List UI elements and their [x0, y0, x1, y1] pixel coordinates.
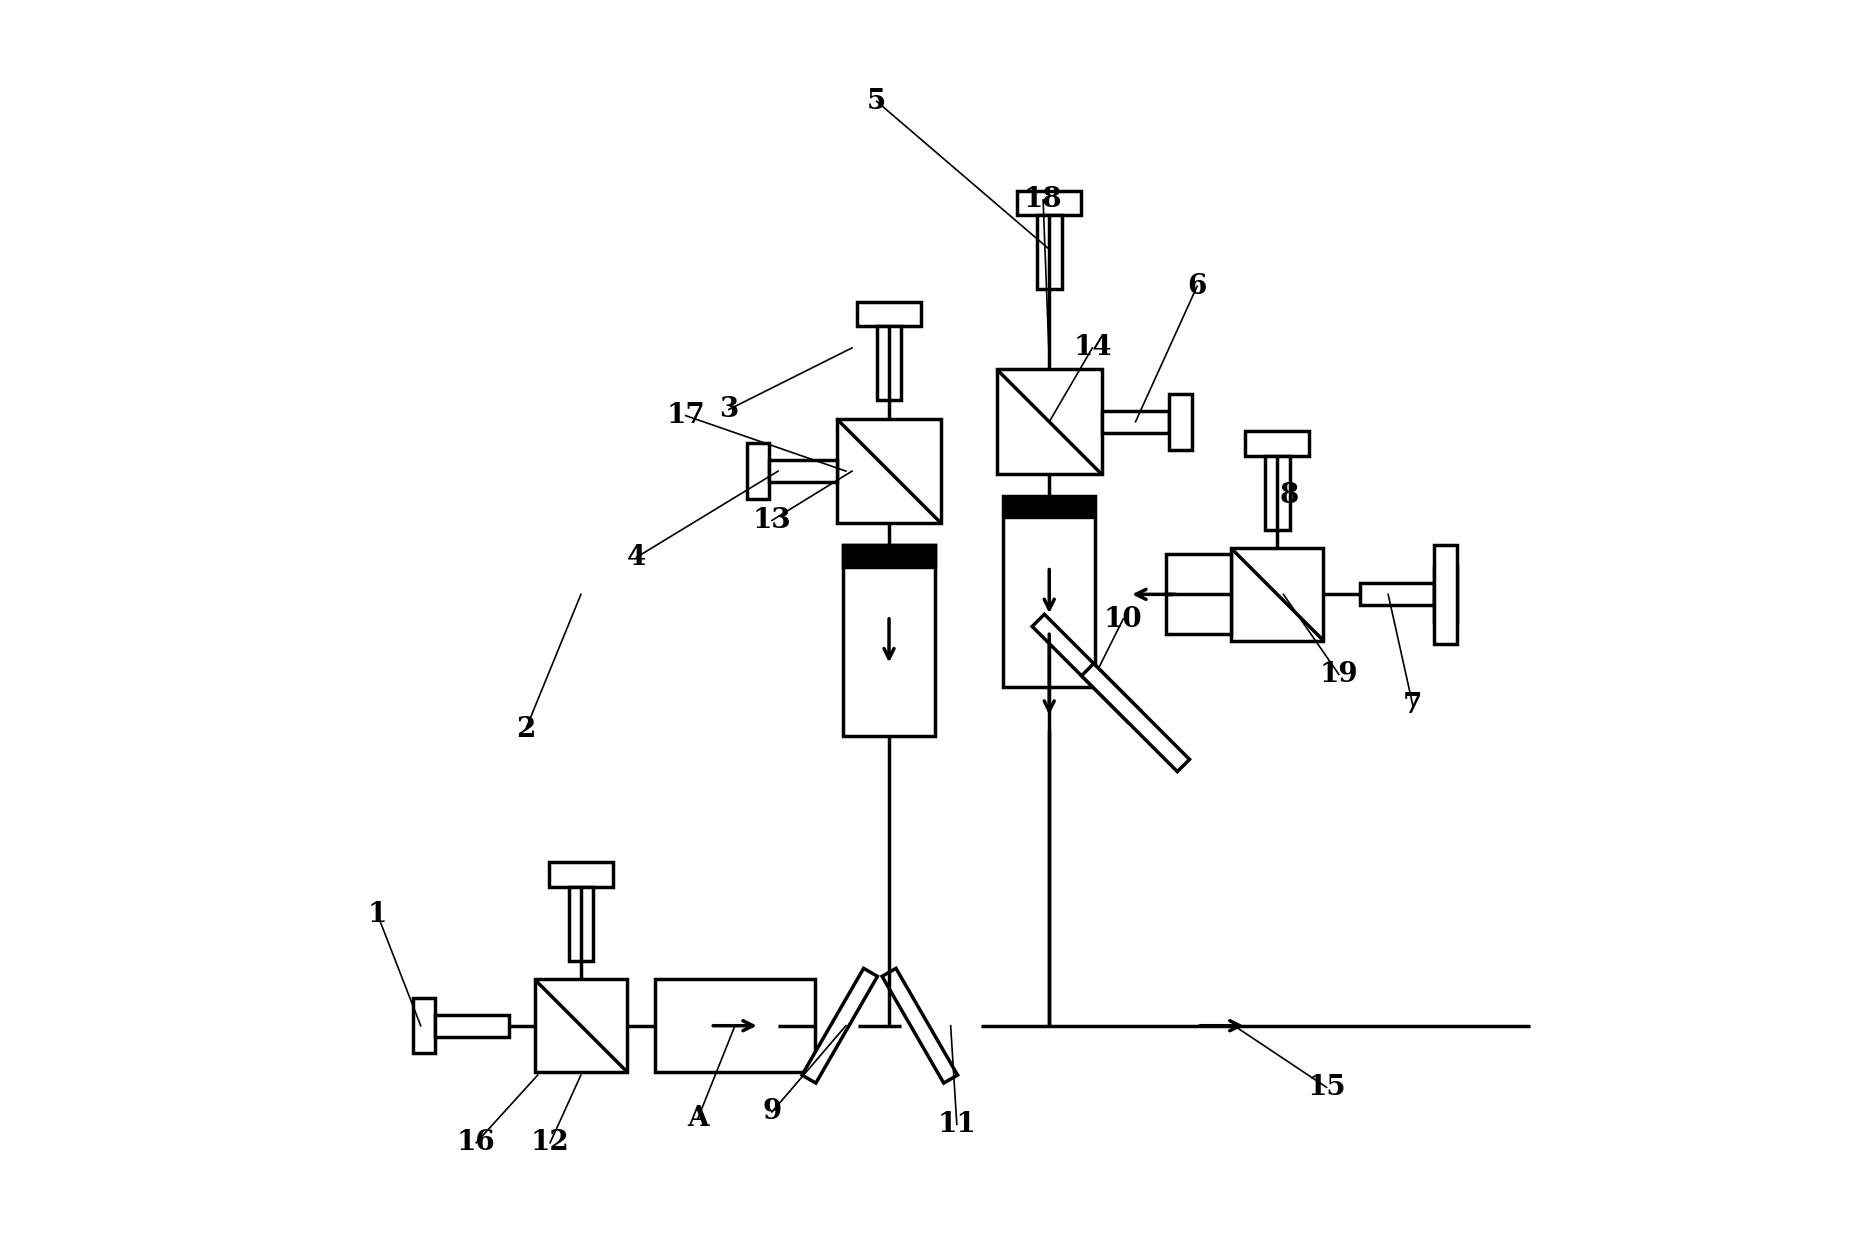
- Bar: [837, 418, 941, 524]
- Text: 17: 17: [667, 402, 706, 430]
- Bar: [843, 545, 935, 567]
- Bar: [876, 327, 902, 400]
- Polygon shape: [802, 968, 878, 1083]
- Text: 12: 12: [532, 1129, 569, 1156]
- Bar: [435, 1015, 509, 1036]
- Bar: [1004, 495, 1096, 517]
- Text: 13: 13: [752, 506, 791, 534]
- Text: 16: 16: [457, 1129, 496, 1156]
- Bar: [843, 545, 935, 567]
- Bar: [1167, 555, 1232, 634]
- Bar: [1017, 191, 1082, 215]
- Bar: [1232, 548, 1324, 640]
- Bar: [1361, 583, 1435, 605]
- Text: 5: 5: [867, 88, 887, 115]
- Bar: [1435, 545, 1456, 644]
- Polygon shape: [1032, 614, 1141, 722]
- Bar: [769, 461, 837, 482]
- Bar: [1037, 215, 1061, 290]
- Bar: [1004, 495, 1096, 687]
- Bar: [535, 979, 628, 1072]
- Bar: [656, 979, 815, 1072]
- Text: 1: 1: [369, 901, 387, 928]
- Bar: [413, 998, 435, 1054]
- Text: 19: 19: [1320, 661, 1358, 688]
- Text: 3: 3: [719, 396, 739, 423]
- Bar: [996, 369, 1102, 474]
- Text: A: A: [687, 1104, 709, 1132]
- Bar: [569, 888, 593, 961]
- Bar: [1102, 411, 1169, 433]
- Polygon shape: [1082, 664, 1189, 771]
- Text: 15: 15: [1308, 1073, 1346, 1101]
- Bar: [843, 545, 935, 737]
- Bar: [1265, 456, 1289, 530]
- Text: 8: 8: [1280, 483, 1300, 509]
- Bar: [548, 863, 613, 888]
- Bar: [1169, 394, 1191, 449]
- Text: 7: 7: [1404, 692, 1422, 719]
- Text: 18: 18: [1024, 187, 1063, 213]
- Text: 11: 11: [937, 1110, 976, 1138]
- Bar: [746, 443, 769, 499]
- Text: 9: 9: [763, 1098, 782, 1125]
- Bar: [1435, 567, 1456, 621]
- Text: 14: 14: [1072, 334, 1111, 361]
- Text: 4: 4: [626, 543, 646, 571]
- Polygon shape: [882, 968, 957, 1083]
- Text: 6: 6: [1187, 272, 1208, 300]
- Text: 10: 10: [1104, 605, 1143, 633]
- Text: 2: 2: [515, 717, 535, 744]
- Bar: [1245, 431, 1309, 456]
- Bar: [857, 302, 920, 327]
